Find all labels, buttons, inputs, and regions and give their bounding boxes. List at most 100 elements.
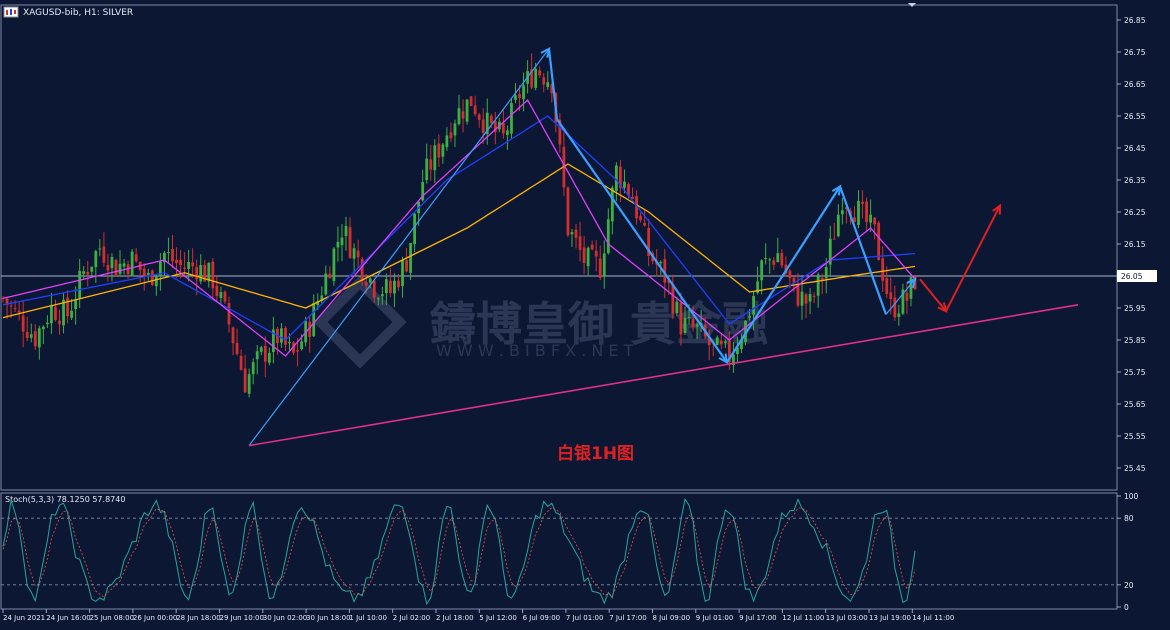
candle-body: [727, 340, 731, 363]
candle-body: [796, 284, 800, 306]
projection-line: [945, 205, 1001, 312]
candle-body: [687, 316, 691, 318]
candle-body: [832, 238, 836, 240]
candle-body: [606, 219, 610, 254]
candle-body: [413, 213, 417, 245]
candle-body: [280, 328, 283, 343]
candle-body: [885, 278, 889, 294]
price-tick-label: 25.45: [1124, 464, 1146, 473]
ma-fast-line: [2, 98, 916, 357]
candle-body: [308, 321, 312, 337]
candle-body: [271, 329, 275, 353]
chart-annotation: 白银1H图: [557, 443, 634, 464]
candle-body: [239, 355, 243, 370]
candle-body: [643, 222, 647, 226]
candle-body: [401, 259, 404, 287]
time-tick-label: 8 Jul 09:00: [653, 614, 691, 622]
candle-body: [570, 232, 574, 235]
candle-body: [263, 345, 267, 362]
shift-marker-icon[interactable]: [908, 3, 916, 7]
candle-body: [485, 112, 489, 135]
candle-body: [66, 297, 69, 317]
candle-body: [223, 291, 227, 302]
price-tick-label: 25.65: [1124, 400, 1146, 409]
candle-body: [453, 123, 457, 136]
time-tick-label: 28 Jun 18:00: [176, 614, 220, 622]
candle-body: [816, 274, 820, 296]
candle-body: [671, 283, 675, 314]
candle-body: [590, 244, 594, 250]
candle-body: [106, 265, 110, 271]
price-tick-label: 25.55: [1124, 432, 1146, 441]
time-tick-label: 2 Jul 02:00: [393, 614, 431, 622]
candle-body: [421, 182, 425, 201]
candle-body: [449, 132, 453, 139]
candle-body: [465, 99, 469, 122]
candle-body: [324, 273, 328, 295]
candle-body: [675, 301, 679, 314]
candle-body: [501, 123, 505, 134]
candle-body: [1, 298, 5, 300]
candle-body: [695, 324, 699, 327]
candle-body: [679, 302, 683, 335]
candle-body: [110, 256, 114, 269]
candle-body: [376, 298, 380, 300]
candle-body: [158, 261, 162, 277]
candle-body: [659, 261, 663, 264]
candle-body: [627, 184, 630, 196]
candle-body: [764, 258, 768, 260]
candle-body: [489, 115, 493, 123]
candle-body: [171, 249, 174, 262]
projection-arrow-icon: [992, 203, 1002, 215]
candle-body: [348, 227, 352, 258]
price-axis: 26.85 26.75 26.65 26.55 26.45 26.35 26.25 26.15…: [1117, 16, 1157, 473]
candle-body: [760, 260, 764, 281]
candle-body: [292, 342, 295, 353]
pattern-line: [556, 118, 728, 364]
candle-body: [901, 289, 905, 314]
time-tick-label: 24 Jun 2021: [3, 614, 45, 622]
price-tick-label: 26.65: [1124, 80, 1146, 89]
current-price-label: 26.05: [1121, 272, 1143, 281]
candle-body: [582, 247, 586, 263]
candle-body: [566, 187, 570, 236]
candle-body: [191, 262, 195, 267]
time-tick-label: 14 Jul 11:00: [912, 614, 954, 622]
main-plot-frame: [0, 4, 1118, 491]
candle-body: [808, 294, 812, 302]
candle-body: [736, 347, 739, 355]
price-tick-label: 26.45: [1124, 144, 1146, 153]
price-tick-label: 26.15: [1124, 240, 1146, 249]
stoch-axis: 100 80 20 0: [1, 492, 1139, 612]
candle-body: [211, 261, 215, 289]
candle-body: [437, 143, 441, 158]
support-trendline: [248, 304, 1079, 447]
watermark-text-cn: 鑄博皇御: [429, 297, 614, 351]
candle-body: [33, 331, 37, 347]
stoch-tick-label: 100: [1124, 492, 1139, 501]
candle-body: [167, 252, 170, 254]
candle-body: [493, 121, 497, 132]
candle-body: [5, 298, 9, 305]
candle-body: [94, 251, 98, 268]
candle-body: [530, 69, 534, 88]
candle-body: [433, 145, 437, 171]
candle-body: [50, 305, 53, 324]
candle-body: [187, 262, 191, 269]
candle-body: [768, 259, 772, 261]
candle-body: [881, 258, 885, 281]
time-tick-label: 13 Jul 03:00: [826, 614, 868, 622]
candle-body: [905, 292, 909, 301]
stoch-tick-label: 20: [1124, 581, 1134, 590]
pattern-line: [838, 186, 888, 315]
candle-body: [469, 96, 473, 106]
candle-body: [598, 258, 602, 279]
candle-body: [227, 303, 231, 325]
candle-body: [114, 259, 118, 276]
candle-body: [37, 328, 41, 348]
candle-body: [792, 277, 796, 283]
candle-body: [788, 270, 792, 279]
candle-body: [82, 271, 86, 274]
